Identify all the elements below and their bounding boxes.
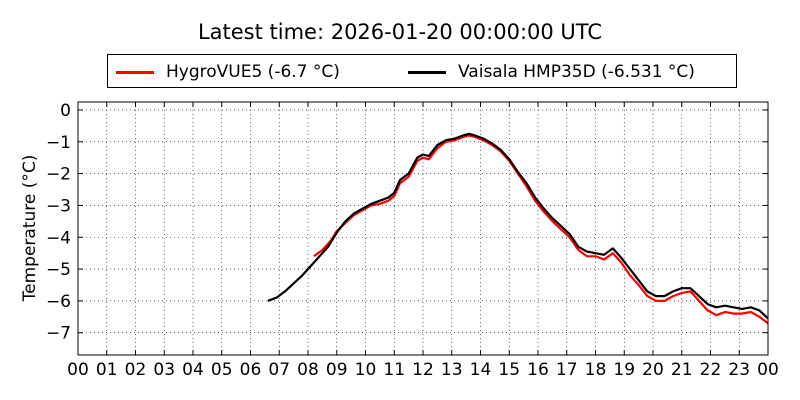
legend: HygroVUE5 (-6.7 °C) Vaisala HMP35D (-6.5… [107,54,737,88]
x-tick-label: 13 [441,360,463,380]
x-tick-label: 02 [125,360,147,380]
x-tick-label: 06 [240,360,262,380]
x-tick-label: 05 [211,360,233,380]
x-tick-label: 10 [355,360,377,380]
x-tick-label: 08 [297,360,319,380]
x-tick-label: 18 [585,360,607,380]
x-tick-label: 17 [556,360,578,380]
y-axis-label: Temperature (°C) [20,154,40,302]
x-tick-label: 15 [498,360,520,380]
legend-swatch-hygrovue5 [116,70,154,74]
y-tick-label: 0 [60,101,71,121]
y-tick-label: −6 [46,292,71,312]
x-tick-label: 22 [700,360,722,380]
x-tick-label: 03 [153,360,175,380]
legend-label-vaisala: Vaisala HMP35D (-6.531 °C) [458,62,695,82]
y-tick-label: −4 [46,228,71,248]
grid [78,102,768,355]
legend-item-vaisala: Vaisala HMP35D (-6.531 °C) [408,60,695,84]
x-tick-label: 16 [527,360,549,380]
y-tick-label: −1 [46,133,71,153]
series-layer [267,132,769,325]
x-tick-label: 01 [96,360,118,380]
legend-item-hygrovue5: HygroVUE5 (-6.7 °C) [116,60,340,84]
x-tick-label: 11 [383,360,405,380]
x-tick-label: 20 [642,360,664,380]
y-tick-label: −2 [46,165,71,185]
plot-frame [77,101,769,356]
ticks: 00 01 02 03 04 05 06 07 08 09 10 11 12 13 14 15 16 17 18 19… [46,101,779,380]
x-tick-label: 21 [671,360,693,380]
x-tick-label: 14 [470,360,492,380]
x-tick-label: 19 [613,360,635,380]
series-line-hygrovue5 [313,134,769,325]
y-tick-label: −5 [46,260,71,280]
legend-label-hygrovue5: HygroVUE5 (-6.7 °C) [166,62,340,82]
series-line-vaisala [267,132,769,320]
x-tick-label: 07 [268,360,290,380]
x-tick-label: 04 [182,360,204,380]
x-tick-label: 09 [326,360,348,380]
x-tick-label: 00 [757,360,779,380]
legend-swatch-vaisala [408,70,446,74]
x-tick-label: 00 [67,360,89,380]
y-tick-label: −3 [46,196,71,216]
chart-title: Latest time: 2026-01-20 00:00:00 UTC [197,20,603,44]
x-tick-label: 12 [412,360,434,380]
y-tick-label: −7 [46,324,71,344]
x-tick-label: 23 [728,360,750,380]
